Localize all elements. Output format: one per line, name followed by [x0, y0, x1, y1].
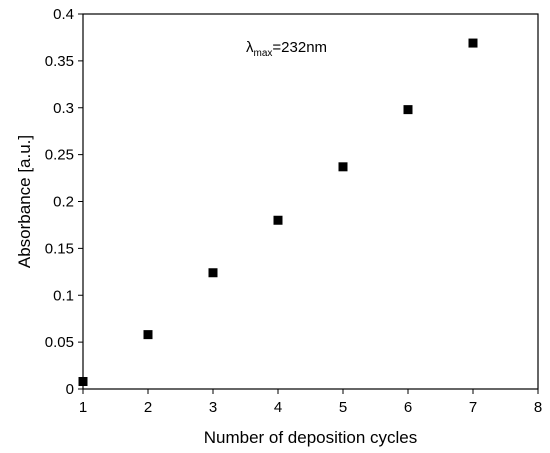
y-tick-label: 0.3 — [53, 100, 74, 117]
y-axis-title: Absorbance [a.u.] — [15, 135, 34, 268]
y-tick-label: 0.35 — [45, 53, 74, 70]
x-tick-label: 3 — [209, 399, 217, 416]
y-tick-label: 0 — [66, 381, 74, 398]
y-tick-label: 0.1 — [53, 287, 74, 304]
data-point — [78, 377, 88, 386]
x-tick-label: 5 — [339, 399, 347, 416]
x-axis-ticks: 1 2 3 4 5 6 7 8 — [79, 389, 542, 416]
data-point — [143, 330, 153, 340]
data-points — [78, 38, 478, 386]
x-tick-label: 7 — [469, 399, 477, 416]
data-point — [208, 268, 218, 278]
x-axis-title: Number of deposition cycles — [204, 428, 418, 447]
x-tick-label: 4 — [274, 399, 282, 416]
lambda-value: =232nm — [272, 39, 327, 56]
data-point — [468, 38, 478, 48]
y-tick-label: 0.2 — [53, 194, 74, 211]
y-axis-ticks: 0 0.05 0.1 0.15 0.2 0.25 0.3 0.35 0.4 — [45, 6, 83, 398]
y-tick-label: 0.4 — [53, 6, 74, 23]
x-tick-label: 1 — [79, 399, 87, 416]
y-tick-label: 0.05 — [45, 334, 74, 351]
x-tick-label: 2 — [144, 399, 152, 416]
lambda-max-annotation: λmax=232nm — [246, 39, 327, 59]
lambda-symbol: λ — [246, 39, 254, 56]
y-tick-label: 0.15 — [45, 240, 74, 257]
data-point — [338, 162, 348, 172]
y-tick-label: 0.25 — [45, 147, 74, 164]
x-tick-label: 8 — [534, 399, 542, 416]
lambda-subscript: max — [254, 48, 273, 59]
x-tick-label: 6 — [404, 399, 412, 416]
data-point — [403, 105, 413, 115]
data-point — [273, 215, 283, 225]
